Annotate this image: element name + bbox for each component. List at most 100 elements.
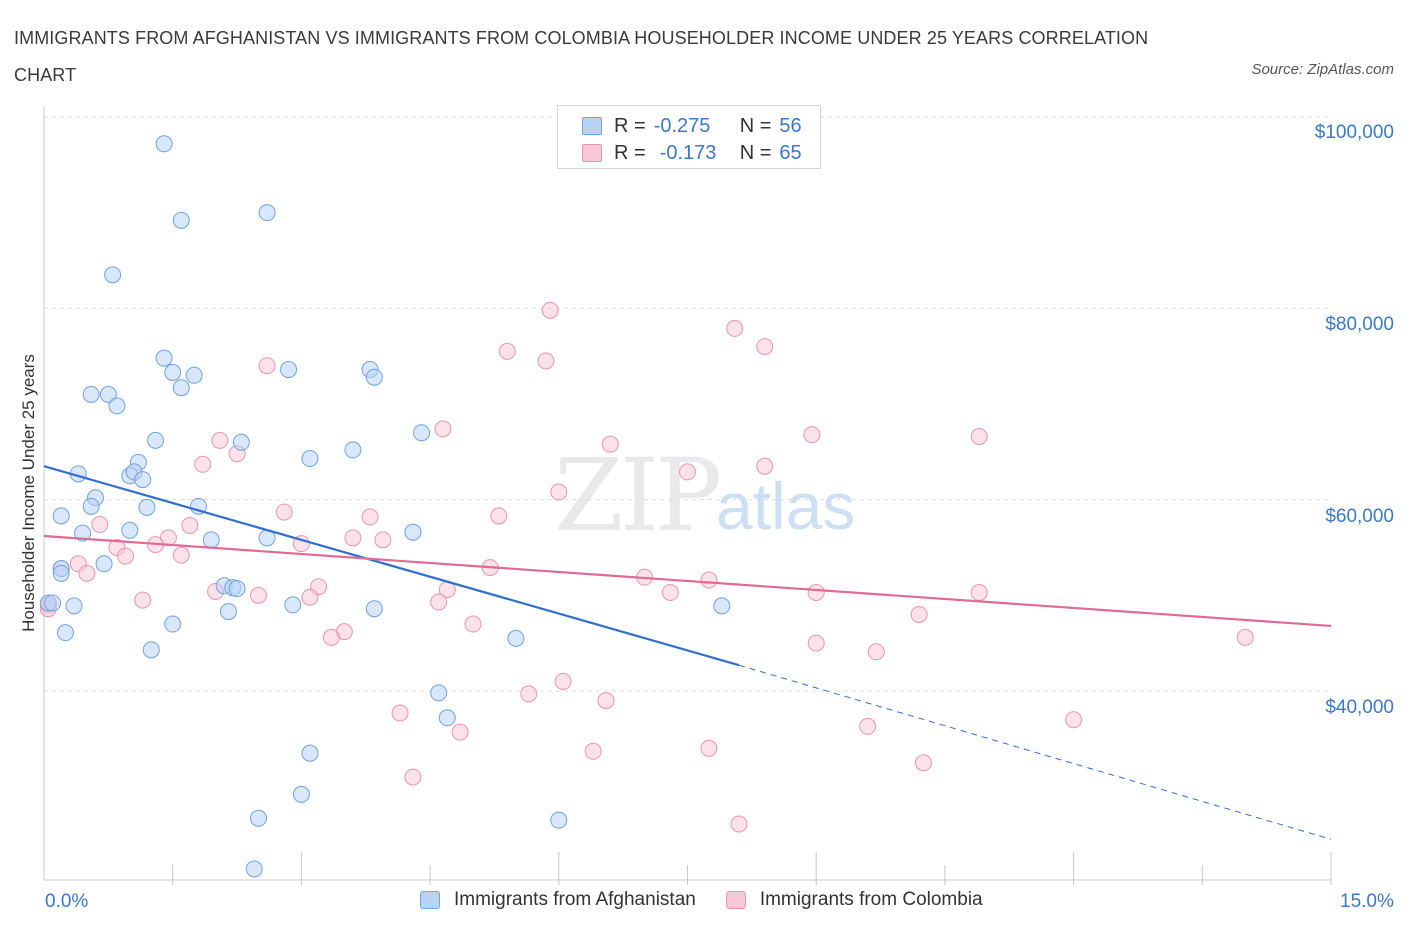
afghanistan-point (185, 366, 203, 384)
colombia-point (78, 564, 96, 582)
afghanistan-point (219, 603, 237, 621)
colombia-point (374, 531, 392, 549)
colombia-point (859, 717, 877, 735)
r-value: -0.275 (653, 114, 711, 137)
colombia-point (391, 704, 409, 722)
colombia-trend-line (43, 534, 1332, 628)
afghanistan-point (202, 531, 220, 549)
colombia-point (597, 692, 615, 710)
source-label: Source: ZipAtlas.com (1251, 61, 1394, 78)
afghanistan-point (550, 811, 568, 829)
colombia-point (700, 739, 718, 757)
afghanistan-point (228, 580, 246, 598)
colombia-point (803, 426, 821, 444)
afghanistan-point (292, 785, 310, 803)
colombia-point (250, 586, 267, 604)
colombia-point (756, 338, 774, 356)
afghanistan-point (245, 860, 263, 878)
colombia-point (756, 457, 774, 475)
colombia-point (807, 634, 825, 652)
afghanistan-swatch (420, 891, 440, 909)
axes (43, 107, 1332, 885)
colombia-swatch (725, 891, 746, 909)
colombia-point (700, 571, 718, 589)
gridlines (44, 116, 1331, 692)
afghanistan-point (121, 521, 139, 539)
colombia-point (172, 546, 190, 564)
afghanistan-trend-line (43, 465, 740, 667)
colombia-point (541, 301, 559, 319)
series-legend: Immigrants from Afghanistan Immigrants f… (420, 889, 1013, 911)
afghanistan-point (430, 684, 448, 702)
afghanistan-point (284, 596, 302, 614)
legend-row-afghanistan: R = -0.275 N = 56 (582, 114, 802, 138)
trend-lines (43, 465, 1332, 840)
colombia-point (498, 342, 516, 360)
afghanistan-point (44, 594, 62, 612)
colombia-point (275, 503, 293, 521)
colombia-point (730, 815, 748, 833)
afghanistan-swatch (582, 117, 602, 135)
colombia-point (181, 516, 199, 534)
legend-label: Immigrants from Afghanistan (454, 889, 696, 910)
x-tick-label-min: 0.0% (45, 891, 89, 912)
series-afghanistan-points (39, 135, 731, 878)
colombia-point (550, 483, 568, 501)
legend-item-colombia[interactable]: Immigrants from Colombia (725, 889, 983, 911)
colombia-point (404, 768, 422, 786)
afghanistan-point (155, 349, 173, 367)
afghanistan-point (172, 211, 190, 229)
colombia-point (194, 455, 212, 473)
series-colombia-points (39, 301, 1254, 833)
colombia-point (520, 685, 538, 703)
y-tick-label: $60,000 (1325, 506, 1394, 527)
colombia-point (211, 431, 229, 449)
afghanistan-point (108, 397, 126, 415)
colombia-point (91, 516, 109, 534)
afghanistan-point (301, 450, 319, 468)
afghanistan-point (147, 431, 165, 449)
afghanistan-point (250, 809, 267, 827)
colombia-swatch (582, 144, 602, 162)
colombia-point (726, 319, 744, 337)
afghanistan-point (280, 361, 298, 379)
colombia-point (1065, 711, 1083, 729)
afghanistan-point (56, 624, 74, 642)
colombia-point (134, 591, 152, 609)
n-value: 56 (779, 114, 802, 137)
colombia-point (361, 508, 379, 526)
afghanistan-point (74, 524, 92, 542)
colombia-point (430, 593, 448, 611)
afghanistan-point (52, 564, 70, 582)
afghanistan-point (155, 135, 173, 153)
colombia-point (490, 507, 508, 525)
afghanistan-point (134, 471, 152, 489)
n-label: N = (739, 141, 772, 164)
afghanistan-point (164, 363, 182, 381)
colombia-point (970, 583, 988, 601)
colombia-point (344, 529, 362, 547)
afghanistan-point (301, 744, 319, 762)
colombia-point (258, 357, 276, 375)
colombia-point (867, 643, 885, 661)
afghanistan-point (507, 629, 525, 647)
r-label: R = (614, 141, 646, 164)
colombia-point (679, 463, 696, 481)
legend-row-colombia: R = -0.173 N = 65 (582, 141, 802, 165)
afghanistan-point (404, 523, 422, 541)
afghanistan-point (52, 507, 70, 525)
afghanistan-point (365, 600, 383, 618)
afghanistan-point (365, 368, 383, 386)
afghanistan-point (438, 709, 456, 727)
chart-title: IMMIGRANTS FROM AFGHANISTAN VS IMMIGRANT… (14, 28, 1149, 85)
colombia-point (117, 547, 135, 565)
colombia-point (910, 605, 928, 623)
afghanistan-point (142, 641, 160, 659)
colombia-point (914, 754, 932, 772)
afghanistan-point (82, 497, 100, 515)
r-value: -0.173 (659, 141, 717, 164)
correlation-legend: R = -0.275 N = 56 R = -0.173 N = 65 (557, 105, 821, 169)
y-tick-label: $80,000 (1325, 314, 1394, 335)
legend-item-afghanistan[interactable]: Immigrants from Afghanistan (420, 889, 696, 911)
